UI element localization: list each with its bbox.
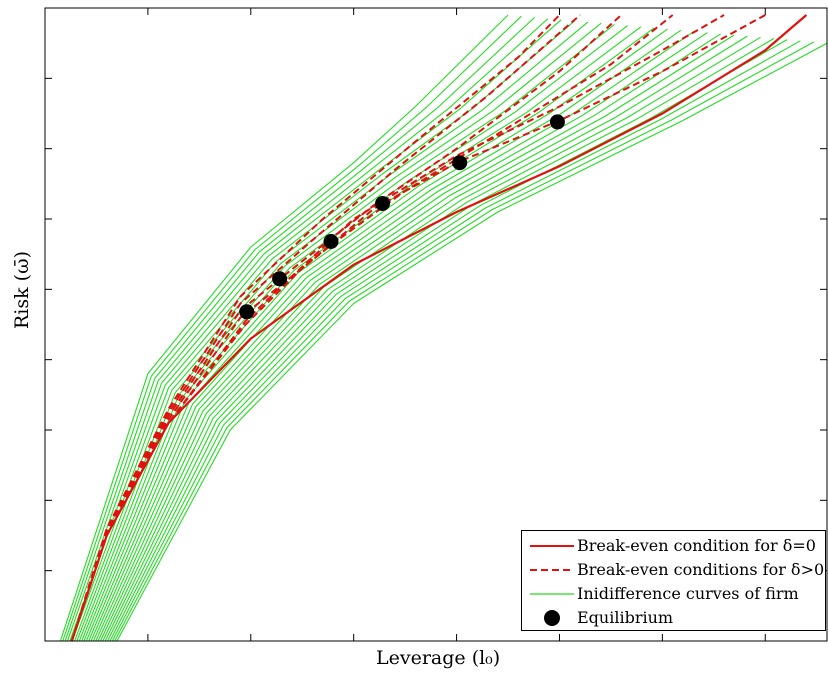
equilibrium-marker-icon: [544, 610, 560, 626]
break-even-solid-curve: [70, 14, 808, 641]
break-even-dashed-curve: [70, 14, 561, 641]
indifference-curve: [62, 15, 522, 641]
indifference-curve: [85, 27, 655, 641]
indifference-curve: [59, 14, 509, 641]
indifference-curve: [107, 38, 775, 641]
indifference-curve: [92, 30, 695, 641]
indifference-curve: [64, 16, 535, 641]
indifference-curve: [95, 32, 708, 641]
equilibrium-point: [239, 304, 255, 320]
indifference-curve: [88, 28, 668, 641]
legend-label: Break-even condition for δ=0: [577, 536, 816, 555]
indifference-curve: [109, 39, 788, 641]
axes-frame: [44, 7, 828, 642]
legend: Break-even condition for δ=0 Break-even …: [521, 530, 826, 631]
indifference-curve: [97, 33, 721, 641]
x-axis-label: Leverage (l₀): [376, 647, 501, 669]
break-even-dashed-curve: [70, 14, 581, 641]
axis-ticks: [45, 8, 827, 641]
equilibrium-point: [375, 196, 390, 211]
indifference-curve: [100, 34, 735, 641]
indifference-curve: [111, 40, 801, 641]
equilibrium-point: [549, 114, 565, 130]
equilibrium-point: [323, 234, 339, 249]
indifference-curve: [90, 29, 682, 641]
equilibrium-point: [452, 155, 468, 171]
equilibrium-markers: [239, 114, 565, 320]
y-axis-label: Risk (ω̄): [11, 250, 33, 330]
legend-label: Equilibrium: [577, 608, 674, 627]
legend-label: Inidifference curves of firm: [577, 584, 799, 603]
indifference-curve: [83, 26, 642, 641]
indifference-curve: [71, 20, 575, 641]
indifference-curve: [66, 18, 549, 641]
indifference-curve: [69, 19, 562, 641]
legend-item-indifference: Inidifference curves of firm: [522, 583, 825, 605]
indifference-curve: [116, 42, 827, 641]
indifference-curve: [74, 21, 589, 641]
plot-area: [59, 14, 827, 641]
equilibrium-point: [272, 271, 288, 287]
legend-item-break-even-zero: Break-even condition for δ=0: [522, 535, 825, 557]
legend-item-break-even-positive: Break-even conditions for δ>0: [522, 559, 825, 581]
indifference-curve: [104, 36, 761, 641]
break-even-dashed-curve: [70, 14, 622, 641]
indifference-curve: [114, 41, 814, 641]
legend-item-equilibrium: Equilibrium: [522, 607, 825, 629]
break-even-dashed-curve: [70, 14, 725, 641]
legend-label: Break-even conditions for δ>0: [577, 560, 825, 579]
